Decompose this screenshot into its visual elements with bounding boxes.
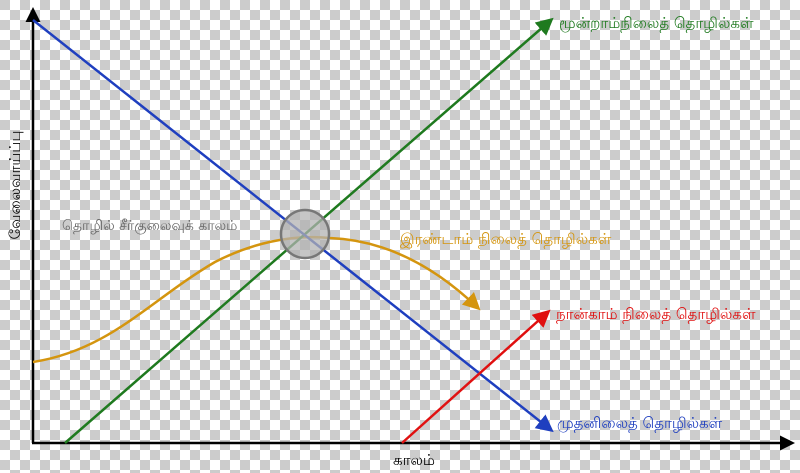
quaternary-sector-line: [401, 309, 551, 444]
secondary-sector-curve: [32, 235, 481, 364]
tertiary-sector-label: மூன்றாம்நிலைத் தொழில்கள்: [559, 14, 754, 32]
primary-sector-label: முதனிலைத் தொழில்கள்: [557, 414, 723, 432]
transition-period-circle: [279, 208, 331, 260]
secondary-sector-label: இரண்டாம் நிலைத் தொழில்கள்: [400, 230, 612, 248]
y-axis-label: வேலைவாய்ப்பு: [6, 130, 24, 239]
x-axis-label: காலம்: [393, 451, 435, 469]
transition-period-label: தொழில் சீர்குலைவுக் காலம்: [62, 218, 237, 235]
quaternary-sector-label: நான்காம் நிலைத் தொழில்கள்: [556, 305, 756, 323]
